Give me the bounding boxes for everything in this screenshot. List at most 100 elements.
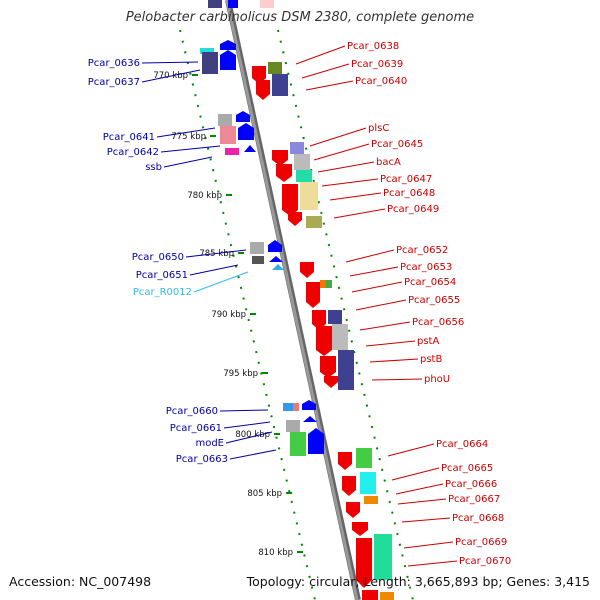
gene-label: ssb [145, 162, 162, 173]
gene-box [250, 242, 264, 254]
gene-arrow [268, 240, 282, 252]
gene-leader-line [225, 431, 273, 444]
ruler-tick-label: 805 kbp [247, 489, 282, 499]
gene-arrow [276, 164, 292, 182]
ruler-tick-label: 785 kbp [199, 249, 234, 259]
gene-arrow [238, 123, 254, 140]
gene-arrow [306, 282, 320, 308]
gene-label: Pcar_0648 [383, 188, 435, 199]
topology-text: Topology: circular; Length: 3,665,893 bp… [246, 574, 590, 589]
gene-arrow [308, 428, 324, 454]
gene-leader-line [365, 340, 416, 347]
gene-leader-line [156, 127, 216, 138]
gene-label: Pcar_0666 [445, 479, 497, 490]
gene-arrow [244, 145, 256, 152]
gene-leader-line [359, 321, 411, 331]
gene-label: modE [195, 438, 224, 449]
gene-box [364, 496, 378, 504]
gene-leader-line [309, 127, 367, 147]
gene-box [268, 62, 282, 74]
gene-arrow [269, 256, 283, 262]
gene-box [326, 280, 332, 288]
gene-arrow [324, 376, 338, 388]
backbone [225, 0, 359, 600]
gene-label: Pcar_0655 [408, 295, 460, 306]
gene-leader-line [163, 156, 213, 168]
gene-leader-line [141, 61, 199, 64]
gene-arrow [288, 212, 302, 226]
gene-leader-line [407, 560, 458, 567]
gene-label: Pcar_0656 [412, 317, 464, 328]
gene-box [283, 403, 293, 411]
gene-box [220, 126, 236, 144]
gene-leader-line [305, 80, 354, 91]
gene-label: Pcar_0667 [448, 494, 500, 505]
gene-arrow [346, 502, 360, 518]
gene-box [272, 74, 288, 96]
gene-arrow [252, 66, 266, 84]
gene-box [218, 114, 232, 126]
gene-leader-line [141, 69, 201, 83]
gene-label: Pcar_0653 [400, 262, 452, 273]
gene-label: Pcar_0652 [396, 245, 448, 256]
gene-label: Pcar_0650 [132, 252, 184, 263]
gene-box [338, 350, 354, 390]
gene-box [320, 280, 326, 288]
gene-label: Pcar_0660 [166, 406, 218, 417]
gene-label: Pcar_0654 [404, 277, 456, 288]
gene-label: plsC [368, 123, 389, 134]
gene-label: Pcar_0641 [103, 132, 155, 143]
gene-arrow [236, 111, 250, 122]
gene-label: Pcar_0664 [436, 439, 488, 450]
gene-box [294, 154, 310, 170]
gene-label: Pcar_0663 [176, 454, 228, 465]
gene-leader-line [160, 145, 221, 153]
gene-arrow [300, 262, 314, 278]
gene-arrow [220, 40, 236, 50]
gene-label: Pcar_0638 [347, 41, 399, 52]
gene-leader-line [349, 266, 399, 277]
gene-box [374, 534, 392, 580]
gene-arrow [320, 356, 336, 378]
gene-arrow [352, 522, 368, 536]
gene-box [202, 52, 218, 74]
gene-box [228, 0, 238, 8]
gene-box [360, 472, 376, 494]
gene-leader-line [219, 409, 269, 412]
ruler-tick-label: 780 kbp [187, 191, 222, 201]
gene-box [225, 148, 239, 155]
gene-leader-line [301, 63, 350, 79]
gene-leader-line [329, 192, 382, 201]
gene-arrow [256, 80, 270, 100]
gene-leader-line [223, 421, 271, 429]
gene-leader-line [395, 483, 444, 495]
gene-leader-line [369, 358, 419, 363]
gene-arrow [220, 50, 236, 70]
gene-box [356, 448, 372, 468]
gene-label: Pcar_0637 [88, 77, 140, 88]
gene-label: Pcar_0639 [351, 59, 403, 70]
reverse-strand-genes [200, 40, 324, 456]
gene-label: Pcar_0649 [387, 204, 439, 215]
ruler-tick-label: 810 kbp [258, 548, 293, 558]
ruler-tick-label: 775 kbp [171, 132, 206, 142]
gene-box [290, 142, 304, 154]
gene-leader-line [351, 281, 403, 293]
gene-box [380, 592, 394, 600]
gene-box [252, 256, 264, 264]
gene-leader-line [229, 449, 277, 460]
gene-leader-line [387, 443, 435, 457]
gene-leader-line [317, 161, 375, 173]
ruler-tick-label: 790 kbp [211, 310, 246, 320]
gene-arrow [356, 538, 372, 588]
map-title: Pelobacter carbinolicus DSM 2380, comple… [126, 10, 474, 25]
gene-box [208, 0, 222, 8]
gene-arrow [338, 452, 352, 470]
gene-label: Pcar_0668 [452, 513, 504, 524]
gene-label: pstB [420, 354, 442, 365]
gene-label: phoU [424, 374, 450, 385]
gene-leader-line [321, 178, 379, 187]
gene-arrow [312, 310, 326, 330]
gene-leader-line [193, 271, 249, 293]
